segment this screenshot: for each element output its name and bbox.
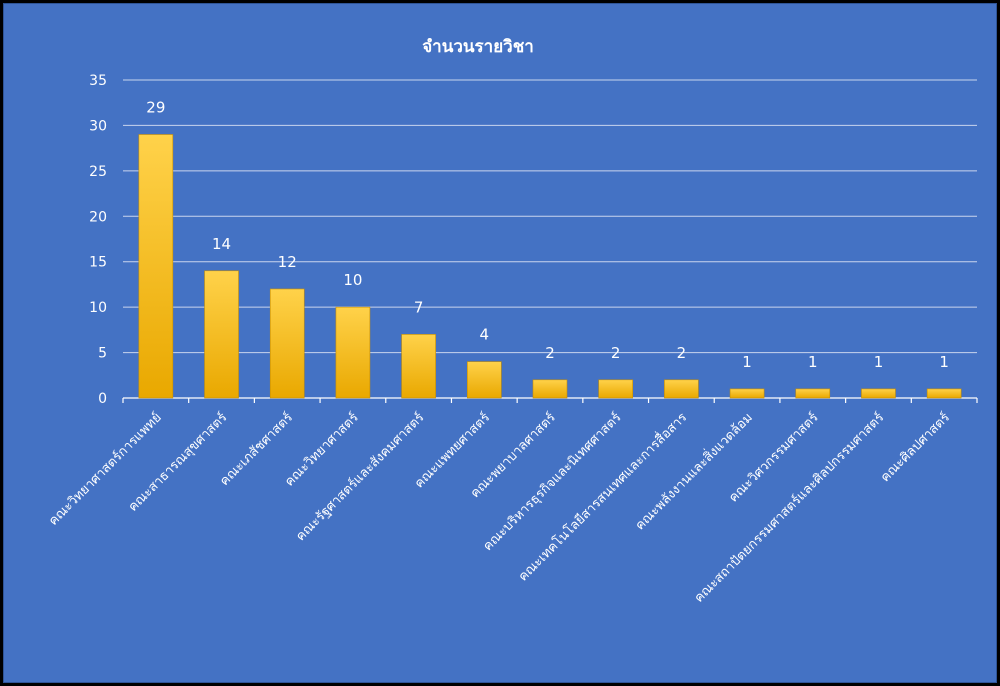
data-label: 29 (146, 99, 165, 117)
y-tick-label: 25 (89, 164, 107, 180)
data-label: 1 (939, 353, 949, 371)
data-label: 2 (677, 344, 687, 362)
data-label: 7 (414, 298, 424, 316)
y-tick-label: 0 (98, 391, 107, 407)
bar (204, 270, 239, 399)
y-tick-label: 5 (98, 346, 107, 362)
y-tick-label: 15 (89, 255, 107, 271)
category-label: คณะบริหารธุรกิจและนิเทศศาสตร์ (480, 410, 625, 555)
data-label: 4 (480, 326, 490, 344)
data-label: 1 (742, 353, 752, 371)
bar (729, 388, 765, 399)
bar (795, 388, 831, 399)
bar (401, 334, 436, 399)
bar (926, 388, 962, 399)
category-label: คณะศิลปศาสตร์ (877, 410, 953, 486)
y-tick-label: 35 (89, 73, 107, 89)
category-label: คณะวิทยาศาสตร์การแพทย์ (45, 410, 164, 529)
bar (138, 134, 174, 399)
y-tick-label: 10 (89, 300, 107, 316)
data-label: 12 (278, 253, 297, 271)
category-label: คณะพลังงานและสิ่งแวดล้อม (631, 409, 756, 534)
data-label: 14 (212, 235, 231, 253)
data-label: 1 (808, 353, 818, 371)
category-label: คณะรัฐศาสตร์และสังคมศาสตร์ (293, 410, 428, 545)
bar (467, 361, 502, 399)
bar (532, 379, 568, 399)
y-tick-label: 20 (89, 209, 107, 225)
bar (861, 388, 896, 399)
bar (335, 306, 371, 399)
data-label: 10 (343, 271, 362, 289)
data-label: 2 (611, 344, 621, 362)
data-label: 1 (874, 353, 884, 371)
bar (664, 379, 699, 399)
y-tick-label: 30 (89, 118, 107, 134)
data-label: 2 (545, 344, 555, 362)
chart-title: จำนวนรายวิชา (422, 37, 534, 57)
bar (269, 288, 305, 399)
bar (598, 379, 633, 399)
